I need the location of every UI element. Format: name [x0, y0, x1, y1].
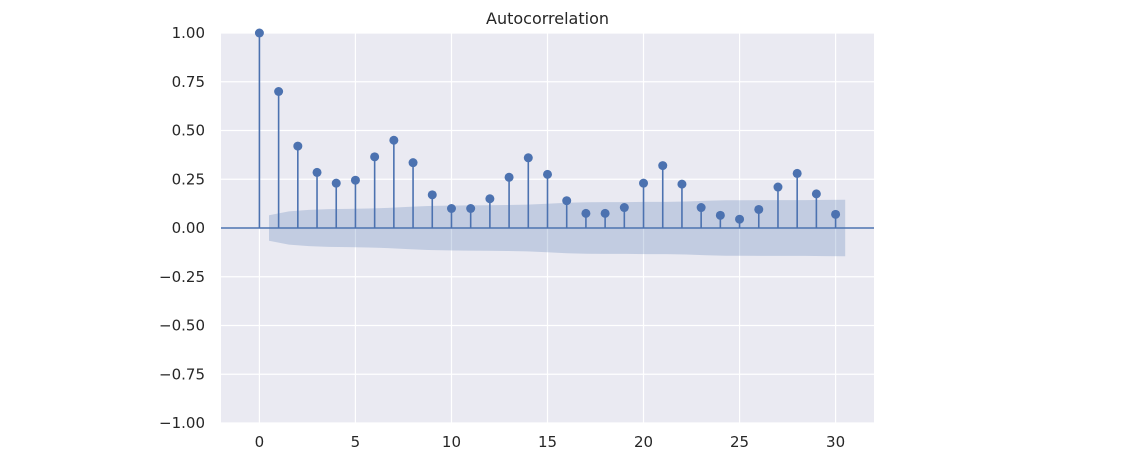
stem-lag-11	[466, 204, 476, 228]
stem-marker	[715, 210, 725, 220]
stem-marker	[696, 203, 706, 213]
stem-lag-6	[370, 152, 380, 228]
stem-lag-30	[831, 209, 841, 228]
stem-marker	[485, 194, 495, 204]
stem-marker	[639, 178, 649, 188]
stem-lag-23	[696, 203, 706, 228]
stem-marker	[350, 175, 360, 185]
stem-lag-13	[504, 172, 514, 228]
y-tick-labels: 1.00 0.75 0.50 0.25 0.00 −0.25 −0.50 −0.75 −1.00	[159, 24, 205, 432]
stem-lag-9	[427, 190, 437, 228]
stem-lag-29	[811, 189, 821, 228]
stem-marker	[504, 172, 514, 182]
stem-marker	[370, 152, 380, 162]
stem-marker	[581, 208, 591, 218]
stem-marker	[254, 28, 264, 38]
stem-lag-18	[600, 208, 610, 228]
stem-marker	[600, 208, 610, 218]
stem-marker	[274, 87, 284, 96]
y-tick-label: −0.75	[159, 365, 205, 383]
stem-marker	[331, 178, 341, 188]
stem-marker	[562, 196, 572, 206]
stem-marker	[523, 153, 533, 163]
y-tick-label: −0.50	[159, 317, 205, 335]
stems	[254, 28, 841, 228]
stem-lag-26	[754, 204, 764, 228]
stem-lag-20	[639, 178, 649, 228]
stem-marker	[408, 158, 418, 168]
stem-lag-12	[485, 194, 495, 228]
stem-marker	[735, 214, 745, 224]
stem-marker	[446, 204, 456, 213]
stem-lag-10	[446, 204, 456, 228]
y-tick-label: −1.00	[159, 414, 205, 432]
stem-marker	[466, 204, 476, 213]
stem-lag-1	[274, 87, 284, 228]
x-tick-labels: 0 5 10 15 20 25 30	[255, 433, 845, 451]
stem-lag-19	[619, 203, 629, 228]
stem-marker	[389, 135, 399, 145]
x-tick-label: 10	[442, 433, 461, 451]
stem-lag-7	[389, 135, 399, 228]
stem-lag-21	[658, 161, 668, 228]
stem-marker	[792, 168, 802, 178]
stem-marker	[312, 167, 322, 177]
stem-marker	[619, 203, 629, 213]
stem-lag-8	[408, 158, 418, 228]
stem-marker	[811, 189, 821, 199]
y-tick-label: 1.00	[172, 24, 205, 42]
stem-marker	[293, 141, 303, 151]
stem-lag-16	[562, 196, 572, 228]
y-tick-label: 0.75	[172, 73, 205, 91]
y-tick-label: 0.25	[172, 170, 205, 188]
stem-lag-5	[350, 175, 360, 228]
stem-marker	[773, 182, 783, 192]
stem-lag-4	[331, 178, 341, 228]
y-tick-label: 0.50	[172, 122, 205, 140]
chart-title: Autocorrelation	[486, 9, 609, 28]
x-tick-label: 5	[351, 433, 361, 451]
x-tick-label: 20	[634, 433, 653, 451]
x-tick-label: 30	[826, 433, 845, 451]
stem-marker	[543, 169, 552, 179]
stem-marker	[427, 190, 437, 200]
stem-lag-3	[312, 167, 322, 228]
stem-lag-14	[523, 153, 533, 228]
stem-marker	[677, 179, 687, 189]
stem-lag-17	[581, 208, 591, 228]
stem-lag-28	[792, 168, 802, 228]
stem-marker	[754, 204, 764, 214]
stem-lag-24	[715, 210, 725, 228]
stem-lag-15	[543, 169, 552, 228]
stem-lag-2	[293, 141, 303, 228]
stem-lag-0	[254, 28, 264, 228]
stem-lag-25	[735, 214, 745, 228]
stem-marker	[831, 209, 841, 219]
stem-lag-27	[773, 182, 783, 228]
x-tick-label: 25	[730, 433, 749, 451]
x-tick-label: 0	[255, 433, 265, 451]
x-tick-label: 15	[538, 433, 557, 451]
y-tick-label: 0.00	[172, 219, 205, 237]
stem-lag-22	[677, 179, 687, 228]
y-tick-label: −0.25	[159, 268, 205, 286]
stem-marker	[658, 161, 668, 171]
